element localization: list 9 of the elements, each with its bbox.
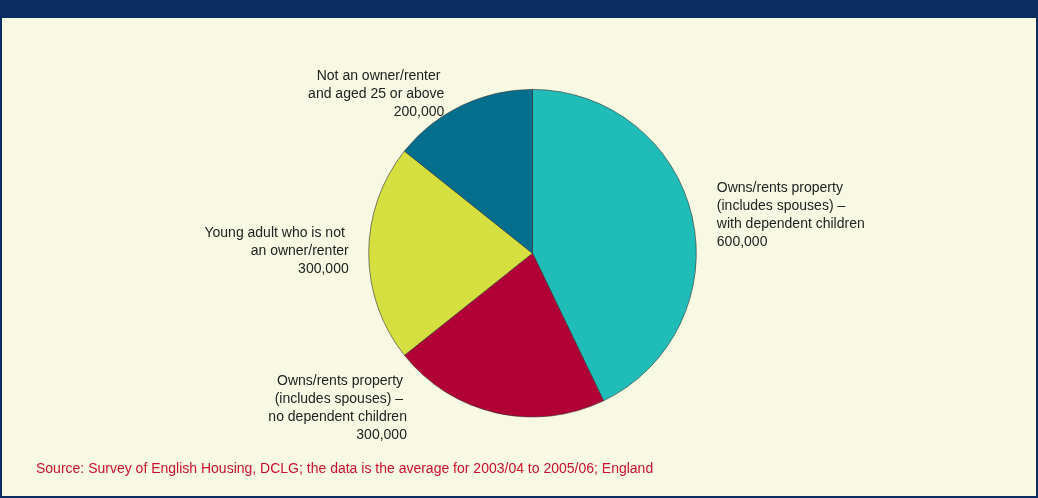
data-label: 300,000 [298,259,349,276]
source-note: Source: Survey of English Housing, DCLG; the data is the average for 2003/04 to 2005/06; England [36,460,654,476]
data-label: 200,000 [393,103,445,120]
slice-label: Owns/rents property (includes spouses) – no dependent children [268,372,407,424]
data-label: 600,000 [716,232,768,249]
slice-label: Young adult who is not an owner/renter [204,223,350,258]
slice-label: Not an owner/renter and aged 25 or above [308,67,445,102]
data-label: 300,000 [356,426,408,442]
slice-label: Owns/rents property (includes spouses) – with dependent children [715,178,865,231]
